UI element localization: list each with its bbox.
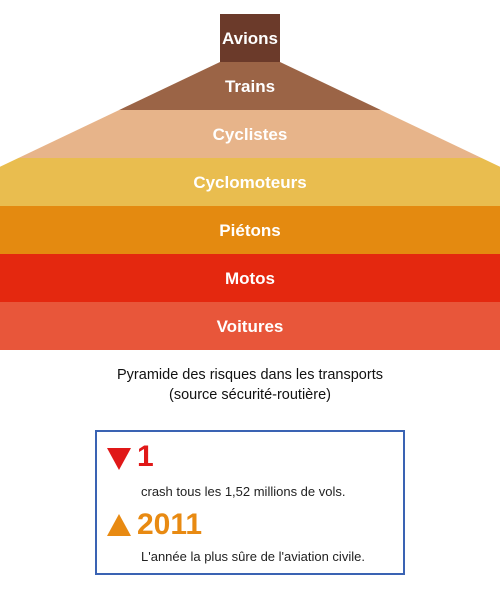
pyramid-layer-avions bbox=[220, 14, 280, 62]
pyramid-layer-cyclomoteurs bbox=[0, 158, 500, 206]
pyramid-layer-cyclistes bbox=[18, 110, 482, 158]
pyramid-layer-motos bbox=[0, 254, 500, 302]
triangle-up-icon bbox=[107, 514, 131, 536]
pyramid-layer-label: Trains bbox=[225, 77, 275, 96]
pyramid-layer-label: Voitures bbox=[217, 317, 284, 336]
pyramid-layer-voitures bbox=[0, 302, 500, 350]
stat-year-value: 2011 bbox=[137, 508, 203, 541]
pyramid-layer-pietons bbox=[0, 206, 500, 254]
aviation-stats-box: 1 crash tous les 1,52 millions de vols. … bbox=[95, 430, 405, 575]
stat-crash-description: crash tous les 1,52 millions de vols. bbox=[141, 484, 346, 499]
pyramid-caption-title: Pyramide des risques dans les transports bbox=[117, 367, 383, 383]
pyramid-layer-label: Cyclomoteurs bbox=[193, 173, 306, 192]
pyramid-layer-label: Avions bbox=[222, 29, 278, 48]
stat-year-description: L'année la plus sûre de l'aviation civil… bbox=[141, 549, 365, 564]
stat-crash-value: 1 bbox=[137, 440, 154, 473]
pyramid-layer-label: Motos bbox=[225, 269, 275, 288]
pyramid-layer-trains bbox=[119, 62, 381, 110]
pyramid-layer-label: Piétons bbox=[219, 221, 280, 240]
pyramid-layer-label: Cyclistes bbox=[213, 125, 288, 144]
risk-pyramid: Avions Trains Cyclistes Cyclomoteurs Piétons… bbox=[0, 14, 500, 350]
pyramid-caption-source: (source sécurité-routière) bbox=[169, 387, 331, 403]
triangle-down-icon bbox=[107, 448, 131, 470]
